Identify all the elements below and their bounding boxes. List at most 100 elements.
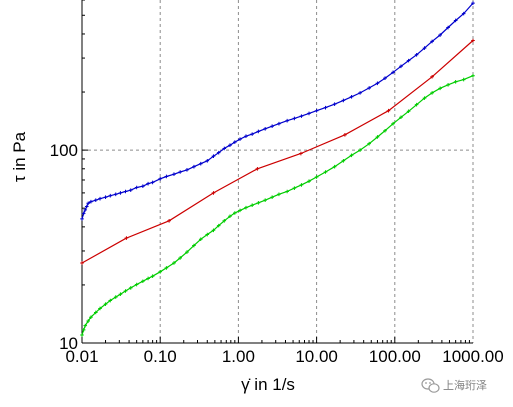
data-point [124,236,129,240]
data-point [341,98,346,103]
data-point [128,188,133,192]
data-point [406,58,411,63]
data-point [358,91,362,95]
data-point [192,243,196,248]
x-axis-label: γ̇ in 1/s [241,375,295,394]
data-point [391,70,395,75]
data-point [128,286,133,290]
data-point [216,150,221,155]
data-point [314,175,319,179]
data-point [222,146,227,151]
data-point [299,183,304,187]
data-point [113,192,118,197]
data-point [141,279,145,284]
y-tick-label: 10 [59,334,78,353]
data-point [430,74,434,79]
data-point [164,266,169,270]
data-point [263,198,267,202]
data-point [277,121,281,126]
data-point [84,204,89,209]
series-1 [80,1,475,221]
data-point [113,295,118,299]
data-point [255,166,260,171]
data-point [93,310,98,315]
data-point [205,232,210,237]
data-point [89,199,93,204]
data-point [81,328,86,332]
data-point [118,292,123,297]
data-point [86,201,90,206]
data-point [263,126,267,131]
data-point [422,96,427,100]
data-point [158,176,162,181]
data-point [471,73,475,78]
data-point [134,185,139,190]
data-point [211,154,216,158]
data-point [238,137,242,141]
data-point [228,143,232,148]
data-point [86,319,90,323]
wechat-icon [421,378,440,393]
data-point [453,18,458,23]
data-point [332,164,337,169]
data-point [172,261,176,265]
data-point [399,64,403,69]
data-point [461,11,466,16]
data-point [80,261,84,265]
series-line [81,2,474,220]
y-axis-label: τ in Pa [10,131,29,182]
data-point [150,274,155,278]
data-point [438,33,442,37]
series-line [81,75,474,336]
data-point [383,76,387,80]
data-point [299,151,303,156]
data-point [198,161,203,166]
data-point [89,315,93,320]
data-point [386,108,391,113]
data-point [375,135,380,139]
data-point [332,102,337,106]
data-point [375,81,380,86]
data-point [192,164,196,169]
data-point [307,179,311,183]
data-point [358,148,362,152]
data-point [367,141,371,146]
data-point [211,191,216,195]
data-point [414,52,419,57]
watermark-text: 上海珩泽 [443,378,487,392]
axes [81,0,473,344]
data-point [83,208,88,212]
data-point [285,118,289,123]
grid-lines [82,0,474,343]
data-point [383,128,387,133]
data-point [292,116,297,121]
data-point [167,219,171,223]
data-point [285,189,289,194]
data-point [222,219,227,223]
data-point [438,86,442,91]
series-3 [80,73,475,337]
data-point [391,121,395,126]
data-point [430,39,434,44]
data-point [238,208,242,213]
data-point [307,111,311,116]
data-point [244,134,248,139]
data-point [292,186,297,190]
x-tick-label: 0.01 [65,347,98,366]
data-point [103,302,108,306]
data-point [178,170,182,174]
data-point [414,102,419,107]
data-point [103,195,108,199]
data-point [108,193,113,198]
data-point [93,198,98,202]
data-point [80,217,84,221]
x-tick-label: 1.00 [222,347,255,366]
data-point [118,191,123,195]
data-point [471,38,475,43]
data-point [256,129,261,134]
series [80,1,475,337]
data-point [323,105,328,110]
data-point [341,159,346,163]
data-point [446,25,450,30]
